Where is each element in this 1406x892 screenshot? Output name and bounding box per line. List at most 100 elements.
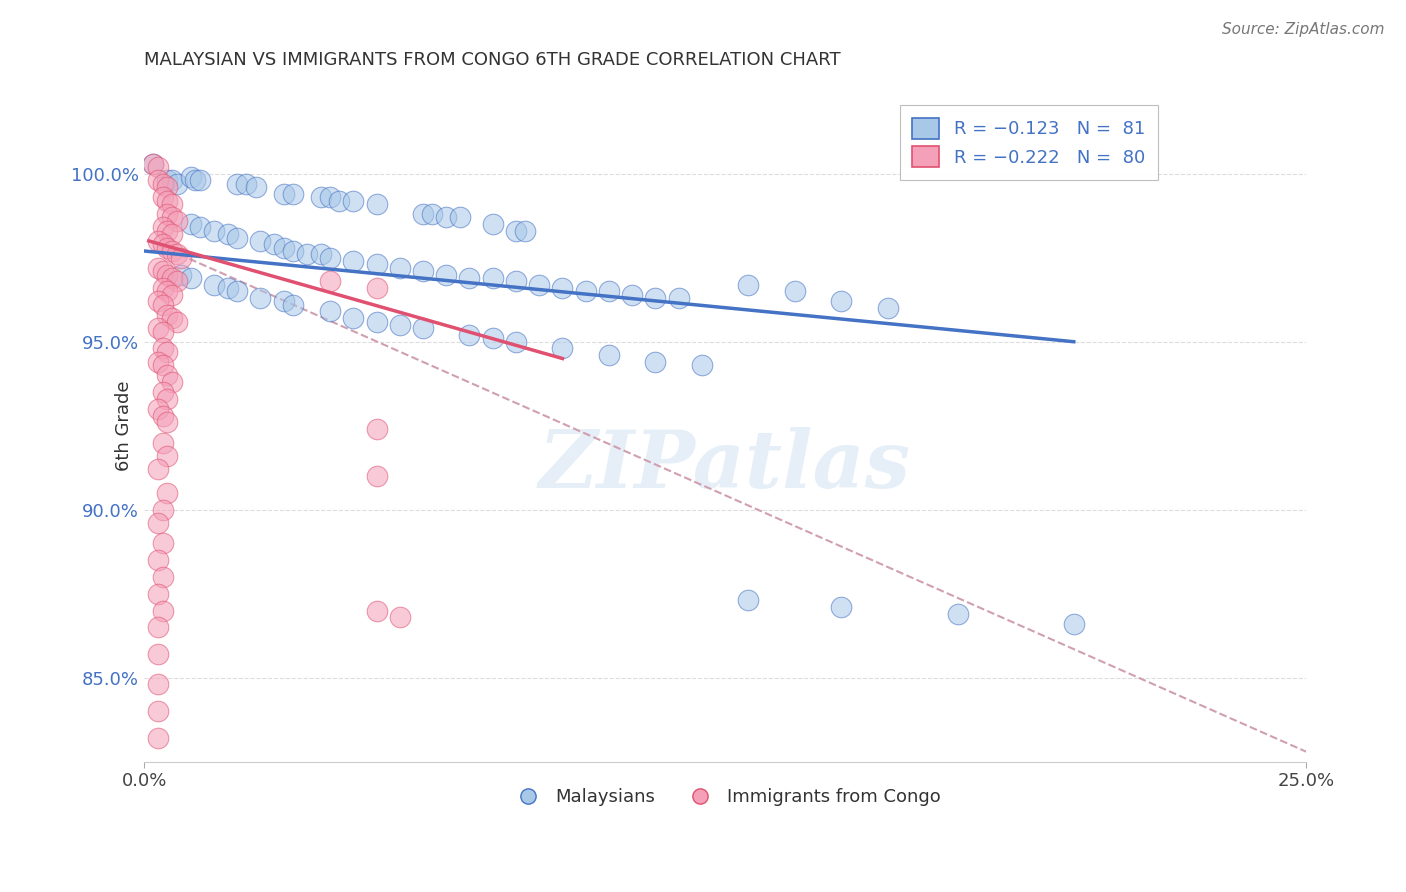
- Point: [366, 314, 388, 328]
- Point: [505, 334, 527, 349]
- Point: [342, 194, 364, 208]
- Point: [412, 264, 434, 278]
- Point: [184, 173, 207, 187]
- Point: [160, 197, 183, 211]
- Point: [160, 287, 183, 301]
- Point: [551, 281, 574, 295]
- Point: [249, 291, 271, 305]
- Point: [783, 285, 806, 299]
- Point: [598, 285, 620, 299]
- Point: [388, 610, 411, 624]
- Point: [481, 271, 503, 285]
- Point: [309, 247, 332, 261]
- Point: [160, 173, 183, 187]
- Point: [146, 677, 169, 691]
- Point: [281, 298, 304, 312]
- Point: [160, 375, 183, 389]
- Point: [481, 217, 503, 231]
- Point: [366, 257, 388, 271]
- Point: [226, 230, 249, 244]
- Point: [156, 449, 179, 463]
- Point: [152, 570, 174, 584]
- Point: [146, 731, 169, 746]
- Y-axis label: 6th Grade: 6th Grade: [115, 381, 134, 471]
- Point: [263, 237, 285, 252]
- Point: [505, 274, 527, 288]
- Point: [152, 177, 174, 191]
- Point: [152, 409, 174, 423]
- Point: [152, 435, 174, 450]
- Point: [156, 344, 179, 359]
- Point: [146, 620, 169, 634]
- Point: [737, 277, 759, 292]
- Point: [217, 227, 239, 242]
- Point: [202, 277, 225, 292]
- Point: [273, 294, 295, 309]
- Point: [366, 422, 388, 436]
- Point: [281, 186, 304, 201]
- Point: [412, 321, 434, 335]
- Point: [644, 291, 666, 305]
- Point: [505, 224, 527, 238]
- Point: [690, 358, 713, 372]
- Point: [156, 308, 179, 322]
- Point: [152, 264, 174, 278]
- Point: [249, 234, 271, 248]
- Point: [481, 331, 503, 345]
- Point: [529, 277, 551, 292]
- Point: [235, 177, 257, 191]
- Point: [180, 169, 202, 184]
- Point: [146, 321, 169, 335]
- Point: [146, 553, 169, 567]
- Point: [309, 190, 332, 204]
- Point: [366, 603, 388, 617]
- Point: [146, 462, 169, 476]
- Point: [152, 325, 174, 339]
- Point: [621, 287, 644, 301]
- Point: [217, 281, 239, 295]
- Point: [156, 241, 179, 255]
- Point: [319, 304, 342, 318]
- Point: [180, 271, 202, 285]
- Point: [295, 247, 318, 261]
- Point: [156, 207, 179, 221]
- Point: [388, 260, 411, 275]
- Point: [458, 328, 481, 343]
- Point: [876, 301, 898, 315]
- Point: [412, 207, 434, 221]
- Point: [281, 244, 304, 258]
- Point: [273, 186, 295, 201]
- Point: [180, 217, 202, 231]
- Point: [152, 281, 174, 295]
- Point: [420, 207, 443, 221]
- Point: [328, 194, 350, 208]
- Point: [434, 211, 457, 225]
- Point: [342, 311, 364, 326]
- Point: [366, 197, 388, 211]
- Point: [226, 285, 249, 299]
- Point: [188, 220, 211, 235]
- Point: [319, 251, 342, 265]
- Point: [152, 358, 174, 372]
- Point: [551, 342, 574, 356]
- Point: [152, 502, 174, 516]
- Point: [160, 211, 183, 225]
- Point: [156, 180, 179, 194]
- Point: [166, 177, 188, 191]
- Point: [160, 244, 183, 258]
- Point: [146, 355, 169, 369]
- Point: [146, 160, 169, 174]
- Point: [152, 237, 174, 252]
- Point: [245, 180, 267, 194]
- Point: [152, 536, 174, 550]
- Point: [170, 268, 193, 282]
- Point: [166, 274, 188, 288]
- Point: [160, 227, 183, 242]
- Point: [1063, 617, 1085, 632]
- Point: [170, 251, 193, 265]
- Point: [575, 285, 598, 299]
- Point: [146, 587, 169, 601]
- Point: [146, 401, 169, 416]
- Point: [156, 368, 179, 383]
- Point: [458, 271, 481, 285]
